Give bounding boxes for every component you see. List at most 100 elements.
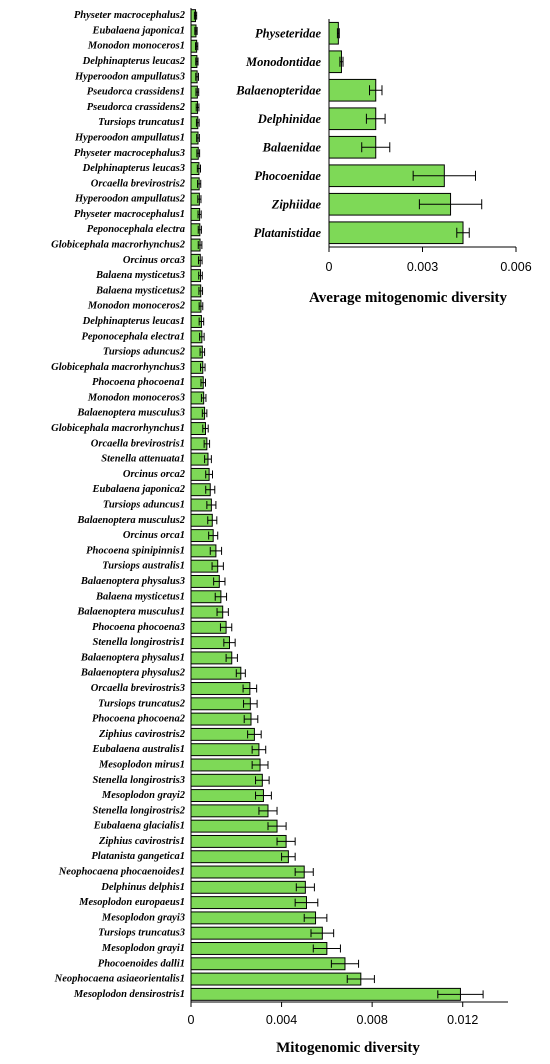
bar-mesoplodon-mirus1 — [190, 758, 261, 772]
bar-stenella-longirostris3 — [190, 773, 263, 787]
bar-ziphius-cavirostris2 — [190, 727, 255, 741]
category-label-delphinapterus-leucas1: Delphinapterus leucas1 — [82, 316, 185, 327]
category-label-ziphius-cavirostris1: Ziphius cavirostris1 — [98, 836, 185, 847]
bar-mesoplodon-grayi3 — [190, 911, 317, 925]
category-label-hyperoodon-ampullatus1: Hyperoodon ampullatus1 — [74, 132, 185, 143]
category-label-monodontidae: Monodontidae — [245, 55, 321, 69]
category-label-tursiops-australis1: Tursiops australis1 — [102, 561, 185, 572]
category-label-platanistidae: Platanistidae — [254, 226, 322, 240]
x-tick-label: 0.008 — [357, 1013, 388, 1027]
x-axis-title: Mitogenomic diversity — [276, 1040, 420, 1056]
category-label-delphinapterus-leucas2: Delphinapterus leucas2 — [82, 56, 186, 67]
category-label-mesoplodon-grayi3: Mesoplodon grayi3 — [101, 912, 185, 923]
category-label-eubalaena-japonica2: Eubalaena japonica2 — [92, 484, 186, 495]
category-label-physeteridae: Physeteridae — [255, 26, 321, 40]
bar-mesoplodon-grayi1 — [190, 942, 328, 955]
bar-delphinus-delphis1 — [190, 880, 306, 894]
category-label-balaenoptera-musculus1: Balaenoptera musculus1 — [76, 607, 185, 618]
category-label-balaena-mysticetus2: Balaena mysticetus2 — [95, 285, 186, 296]
category-label-mesoplodon-densirostris1: Mesoplodon densirostris1 — [73, 989, 185, 1000]
category-label-phocoena-phocoena3: Phocoena phocoena3 — [92, 622, 185, 633]
category-label-tursiops-truncatus1: Tursiops truncatus1 — [98, 117, 185, 128]
category-label-orcaella-brevirostris2: Orcaella brevirostris2 — [91, 178, 186, 189]
category-label-balaenoptera-physalus3: Balaenoptera physalus3 — [80, 576, 185, 587]
x-tick-label: 0.006 — [500, 260, 531, 274]
bar-eubalaena-glacialis1 — [190, 819, 278, 833]
x-tick-label: 0 — [188, 1013, 195, 1027]
category-label-pseudorca-crassidens1: Pseudorca crassidens1 — [87, 87, 185, 98]
category-label-globicephala-macrorhynchus3: Globicephala macrorhynchus3 — [51, 362, 185, 373]
category-label-pseudorca-crassidens2: Pseudorca crassidens2 — [87, 102, 186, 113]
category-label-physeter-macrocephalus2: Physeter macrocephalus2 — [74, 10, 186, 21]
inset-bar-chart: Physeteridae Monodontidae Balaenopteridae D… — [235, 19, 532, 306]
category-label-globicephala-macrorhynchus1: Globicephala macrorhynchus1 — [51, 423, 185, 434]
bar-phocoena-phocoena2 — [190, 712, 252, 726]
category-label-eubalaena-japonica1: Eubalaena japonica1 — [92, 25, 185, 36]
category-label-tursiops-aduncus1: Tursiops aduncus1 — [103, 500, 185, 511]
category-label-delphinus-delphis1: Delphinus delphis1 — [100, 882, 185, 893]
bar-phocoenoides-dalli1 — [190, 957, 346, 971]
category-label-stenella-longirostris2: Stenella longirostris2 — [93, 805, 186, 816]
bar-stenella-longirostris2 — [190, 804, 269, 818]
category-label-mesoplodon-grayi1: Mesoplodon grayi1 — [101, 943, 185, 954]
category-label-phocoena-phocoena2: Phocoena phocoena2 — [92, 714, 186, 725]
category-label-delphinidae: Delphinidae — [257, 112, 322, 126]
main-bar-chart: Physeter macrocephalus2 Eubalaena japonic… — [51, 8, 508, 1056]
category-label-ziphiidae: Ziphiidae — [271, 197, 322, 211]
category-label-phocoenidae: Phocoenidae — [254, 169, 321, 183]
x-tick-label: 0.004 — [266, 1013, 297, 1027]
bar-neophocaena-phocaenoides1 — [190, 865, 305, 879]
category-label-mesoplodon-grayi2: Mesoplodon grayi2 — [101, 790, 186, 801]
category-label-balaenopteridae: Balaenopteridae — [235, 83, 321, 97]
category-label-neophocaena-asiaeorientalis1: Neophocaena asiaeorientalis1 — [54, 974, 185, 985]
category-label-tursiops-truncatus3: Tursiops truncatus3 — [98, 928, 185, 939]
category-label-stenella-longirostris3: Stenella longirostris3 — [93, 775, 185, 786]
bar-eubalaena-australis1 — [190, 743, 260, 757]
bar-mesoplodon-grayi2 — [190, 789, 264, 803]
bar-balaenoptera-physalus2 — [190, 666, 242, 680]
category-label-tursiops-aduncus2: Tursiops aduncus2 — [103, 347, 186, 358]
x-tick-label: 0 — [326, 260, 333, 274]
category-label-globicephala-macrorhynchus2: Globicephala macrorhynchus2 — [51, 240, 186, 251]
category-label-hyperoodon-ampullatus3: Hyperoodon ampullatus3 — [74, 71, 185, 82]
bar-platanista-gangetica1 — [190, 850, 289, 864]
bar-mesoplodon-europaeus1 — [190, 896, 307, 910]
category-label-delphinapterus-leucas3: Delphinapterus leucas3 — [82, 163, 185, 174]
category-label-orcinus-orca3: Orcinus orca3 — [123, 255, 185, 266]
x-tick-label: 0.012 — [447, 1013, 478, 1027]
bar-orcaella-brevirostris3 — [190, 682, 251, 695]
bar-ziphius-cavirostris1 — [190, 834, 287, 848]
category-label-physeter-macrocephalus3: Physeter macrocephalus3 — [74, 148, 185, 159]
category-label-hyperoodon-ampullatus2: Hyperoodon ampullatus2 — [74, 194, 186, 205]
category-label-phocoena-spinipinnis1: Phocoena spinipinnis1 — [86, 545, 185, 556]
category-label-ziphius-cavirostris2: Ziphius cavirostris2 — [98, 729, 186, 740]
category-label-eubalaena-glacialis1: Eubalaena glacialis1 — [93, 821, 185, 832]
category-label-orcinus-orca1: Orcinus orca1 — [123, 530, 185, 541]
category-label-monodon-monoceros1: Monodon monoceros1 — [87, 41, 185, 52]
category-label-balaenoptera-physalus2: Balaenoptera physalus2 — [80, 668, 186, 679]
category-label-neophocaena-phocaenoides1: Neophocaena phocaenoides1 — [58, 867, 185, 878]
bar-mesoplodon-densirostris1 — [190, 987, 461, 1001]
category-label-eubalaena-australis1: Eubalaena australis1 — [92, 744, 186, 755]
bar-neophocaena-asiaeorientalis1 — [190, 972, 362, 986]
category-label-stenella-longirostris1: Stenella longirostris1 — [93, 637, 185, 648]
category-label-orcaella-brevirostris3: Orcaella brevirostris3 — [91, 683, 185, 694]
bar-tursiops-truncatus3 — [190, 926, 323, 940]
category-label-mesoplodon-mirus1: Mesoplodon mirus1 — [98, 759, 185, 770]
category-label-peponocephala-electra1: Peponocephala electra1 — [81, 331, 185, 342]
category-label-monodon-monoceros2: Monodon monoceros2 — [87, 301, 186, 312]
category-label-orcaella-brevirostris1: Orcaella brevirostris1 — [91, 438, 185, 449]
category-label-peponocephala-electra: Peponocephala electra — [87, 224, 185, 235]
category-label-phocoena-phocoena1: Phocoena phocoena1 — [92, 377, 185, 388]
category-label-platanista-gangetica1: Platanista gangetica1 — [91, 851, 185, 862]
category-label-mesoplodon-europaeus1: Mesoplodon europaeus1 — [78, 897, 185, 908]
x-tick-label: 0.003 — [407, 260, 438, 274]
category-label-balaenidae: Balaenidae — [262, 140, 322, 154]
category-label-phocoenoides-dalli1: Phocoenoides dalli1 — [98, 958, 185, 969]
bar-tursiops-truncatus2 — [190, 697, 251, 711]
category-label-balaenoptera-physalus1: Balaenoptera physalus1 — [80, 652, 185, 663]
category-label-monodon-monoceros3: Monodon monoceros3 — [87, 392, 185, 403]
category-label-balaena-mysticetus1: Balaena mysticetus1 — [95, 591, 185, 602]
category-label-stenella-attenuata1: Stenella attenuata1 — [101, 454, 185, 465]
